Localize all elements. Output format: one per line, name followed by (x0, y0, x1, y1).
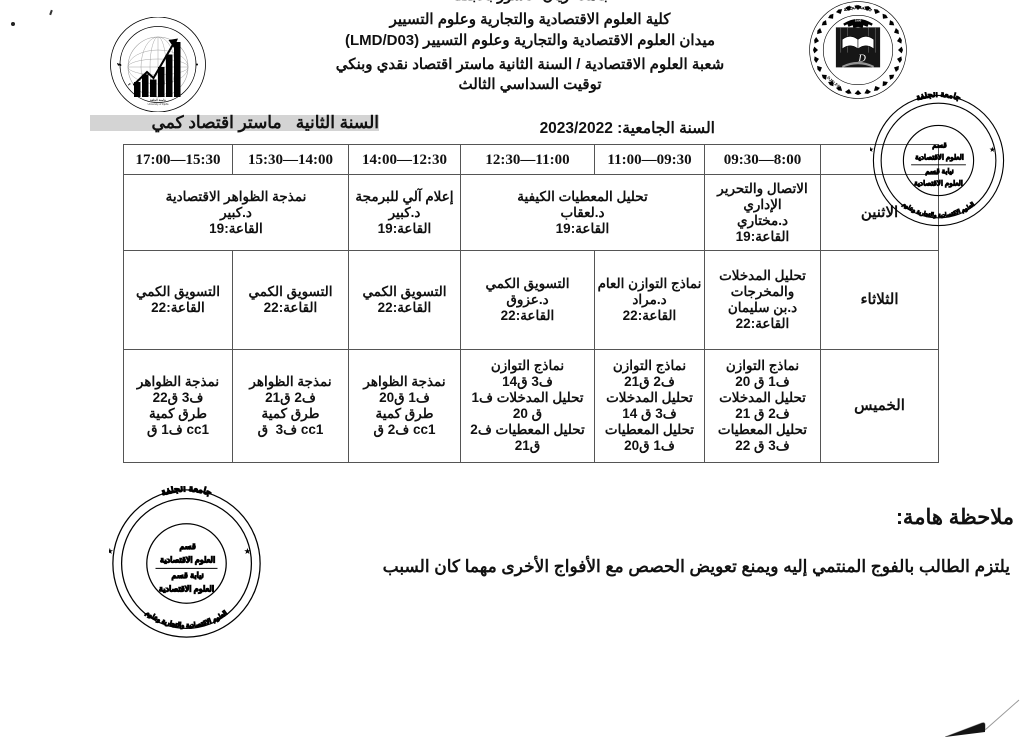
svg-text:University of Djelfa: University of Djelfa (148, 103, 169, 106)
svg-text:★: ★ (989, 145, 996, 154)
svg-text:كلية العلوم الاقتصادية و التجا: كلية العلوم الاقتصادية و التجارية و علوم… (117, 61, 161, 67)
svg-text:جامعة الجلفة: جامعة الجلفة (915, 92, 962, 103)
svg-text:1990: 1990 (855, 19, 862, 23)
svg-text:جامعة الجلفة: جامعة الجلفة (160, 486, 214, 498)
svg-text:العلوم الاقتصادية والتجارية وع: العلوم الاقتصادية والتجارية وعلوم (144, 610, 229, 630)
svg-text:★: ★ (870, 145, 874, 154)
svg-text:جامعة الجلفة: جامعة الجلفة (150, 98, 166, 102)
svg-text:★: ★ (109, 546, 114, 556)
svg-text:★: ★ (244, 546, 252, 556)
svg-text:العلوم الاقتصادية والتجارية وع: العلوم الاقتصادية والتجارية وعلوم (901, 201, 976, 219)
